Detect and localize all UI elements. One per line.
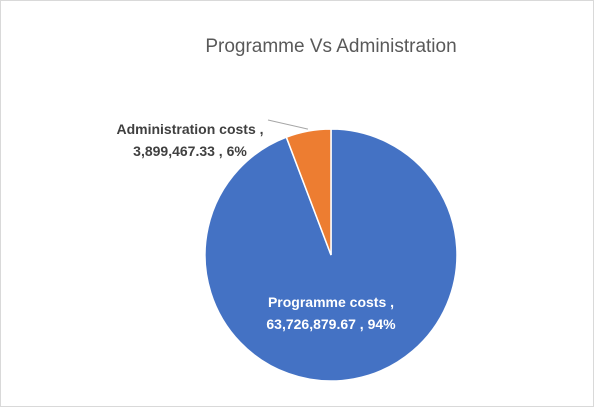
- percent-label: 6%: [227, 143, 248, 159]
- separator: ,: [386, 294, 394, 310]
- separator: ,: [215, 143, 227, 159]
- leader-line: [267, 119, 309, 130]
- value-label: 63,726,879.67: [266, 316, 356, 332]
- data-label: Administration costs ,: [116, 121, 263, 137]
- chart-title: Programme Vs Administration: [205, 36, 456, 57]
- value-label: 3,899,467.33: [133, 143, 215, 159]
- data-label: 3,899,467.33 , 6%: [133, 143, 247, 159]
- category-name: Programme costs: [268, 294, 386, 310]
- separator: ,: [356, 316, 368, 332]
- data-label: 63,726,879.67 , 94%: [266, 316, 396, 332]
- separator: ,: [256, 121, 264, 137]
- category-name: Administration costs: [116, 121, 255, 137]
- data-label: Programme costs ,: [268, 294, 394, 310]
- pie-slice: [285, 128, 332, 256]
- percent-label: 94%: [368, 316, 397, 332]
